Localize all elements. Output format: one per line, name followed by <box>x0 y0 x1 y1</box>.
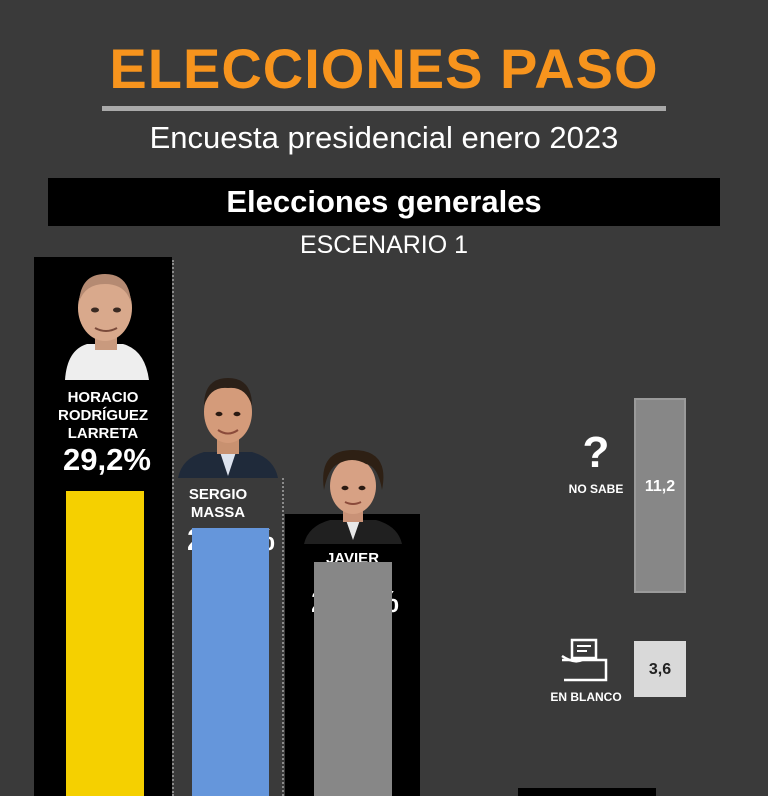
candidate-pct-larreta: 29,2% <box>63 442 151 477</box>
page-title: ELECCIONES PASO <box>109 37 659 100</box>
name-line: LARRETA <box>67 425 139 442</box>
portrait-massa <box>178 378 278 478</box>
column-divider <box>282 478 284 796</box>
other-label-en-blanco: EN BLANCO <box>550 690 622 704</box>
name-line: SERGIO <box>188 486 248 503</box>
portrait-larreta <box>57 266 153 380</box>
section-banner: Elecciones generales <box>48 178 720 226</box>
column-divider <box>172 260 174 796</box>
candidate-name-massa: SERGIO MASSA <box>176 486 260 522</box>
value-en-blanco: 3,6 <box>648 661 672 678</box>
bottom-strip <box>518 788 656 796</box>
portrait-milei <box>304 450 402 544</box>
name-line: HORACIO <box>67 389 139 406</box>
scenario-label: ESCENARIO 1 <box>299 231 469 259</box>
other-label-no-sabe: NO SABE <box>568 482 624 496</box>
candidate-name-larreta: HORACIO RODRÍGUEZ LARRETA <box>34 389 172 443</box>
value-no-sabe: 11,2 <box>644 478 676 495</box>
bar-larreta <box>66 491 144 796</box>
ballot-box-icon <box>561 638 608 682</box>
title-underline <box>102 106 666 111</box>
bar-milei <box>314 562 392 796</box>
bar-massa <box>192 528 269 796</box>
name-line: MASSA <box>190 504 246 521</box>
name-line: RODRÍGUEZ <box>58 407 148 424</box>
bar-en-blanco <box>634 641 686 697</box>
bar-no-sabe <box>634 398 686 593</box>
page-subtitle: Encuesta presidencial enero 2023 <box>149 120 619 155</box>
question-mark-icon: ? <box>582 428 610 477</box>
section-label: Elecciones generales <box>226 184 542 219</box>
